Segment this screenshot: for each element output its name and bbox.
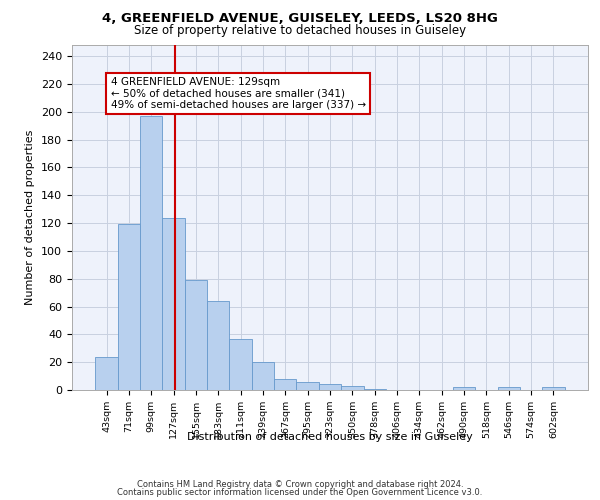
Bar <box>274 379 296 390</box>
Bar <box>229 338 252 390</box>
Text: Contains public sector information licensed under the Open Government Licence v3: Contains public sector information licen… <box>118 488 482 497</box>
Bar <box>497 387 520 390</box>
Bar <box>140 116 163 390</box>
Bar <box>453 387 475 390</box>
Text: 4, GREENFIELD AVENUE, GUISELEY, LEEDS, LS20 8HG: 4, GREENFIELD AVENUE, GUISELEY, LEEDS, L… <box>102 12 498 26</box>
Bar <box>542 387 565 390</box>
Bar <box>341 386 364 390</box>
Text: Size of property relative to detached houses in Guiseley: Size of property relative to detached ho… <box>134 24 466 37</box>
Bar <box>364 388 386 390</box>
Bar <box>118 224 140 390</box>
Bar <box>95 356 118 390</box>
Bar <box>207 301 229 390</box>
Text: Distribution of detached houses by size in Guiseley: Distribution of detached houses by size … <box>187 432 473 442</box>
Bar <box>296 382 319 390</box>
Text: 4 GREENFIELD AVENUE: 129sqm
← 50% of detached houses are smaller (341)
49% of se: 4 GREENFIELD AVENUE: 129sqm ← 50% of det… <box>110 77 366 110</box>
Bar <box>252 362 274 390</box>
Y-axis label: Number of detached properties: Number of detached properties <box>25 130 35 305</box>
Bar <box>163 218 185 390</box>
Bar <box>185 280 207 390</box>
Text: Contains HM Land Registry data © Crown copyright and database right 2024.: Contains HM Land Registry data © Crown c… <box>137 480 463 489</box>
Bar <box>319 384 341 390</box>
